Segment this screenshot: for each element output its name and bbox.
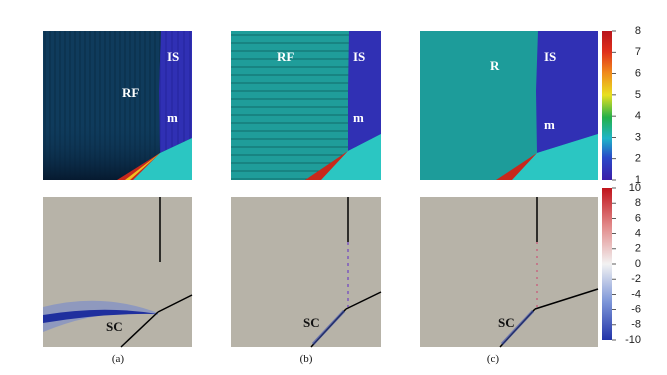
colorbar-tick-label: 4 [635, 110, 641, 122]
colorbar-tick-label: 2 [635, 153, 641, 165]
colorbar-tick-label: 1 [635, 174, 641, 186]
colorbar [602, 188, 612, 340]
region-label: IS [167, 49, 179, 64]
panel-top-a: RF IS m [43, 31, 192, 180]
colorbar-tick-label: 4 [635, 228, 641, 240]
shock-label: SC [303, 315, 320, 330]
region-label: R [490, 58, 500, 73]
colorbar-tick-label: -2 [631, 273, 641, 285]
region-label: m [544, 117, 555, 132]
panel-bottom-b: SC [231, 197, 382, 348]
colorbar-tick-label: 6 [635, 67, 641, 79]
colorbar-tick-label: 2 [635, 243, 641, 255]
colorbar-tick-label: -10 [625, 334, 641, 346]
shock-label: SC [498, 315, 515, 330]
panel-bottom-c: SC [420, 197, 599, 348]
region-label: m [353, 110, 364, 125]
colorbar-tick-label: 10 [629, 182, 641, 194]
shock-label: SC [106, 319, 123, 334]
colorbar-tick-label: -4 [631, 288, 641, 300]
colorbar-tick-label: 8 [635, 25, 641, 37]
colorbar-tick-label: -6 [631, 304, 641, 316]
colorbar-tick-label: -8 [631, 319, 641, 331]
region-label: RF [277, 49, 294, 64]
colorbar-tick-label: 5 [635, 89, 641, 101]
caption: (a) [112, 353, 125, 365]
colorbar-tick-label: 8 [635, 197, 641, 209]
colorbar-tick-label: 3 [635, 131, 641, 143]
region-label: RF [122, 85, 139, 100]
panel-bottom-a: SC [43, 197, 193, 348]
colorbar-tick-label: 6 [635, 212, 641, 224]
region-label: IS [353, 49, 365, 64]
caption: (b) [300, 353, 313, 365]
region-label: IS [544, 49, 556, 64]
caption: (c) [487, 353, 500, 365]
region-label: m [167, 110, 178, 125]
panel-top-c: R IS m [420, 31, 598, 180]
panel-top-b: RF IS m [231, 31, 381, 180]
colorbar [602, 31, 612, 180]
colorbar-tick-label: 0 [635, 258, 641, 270]
colorbar-tick-label: 7 [635, 46, 641, 58]
